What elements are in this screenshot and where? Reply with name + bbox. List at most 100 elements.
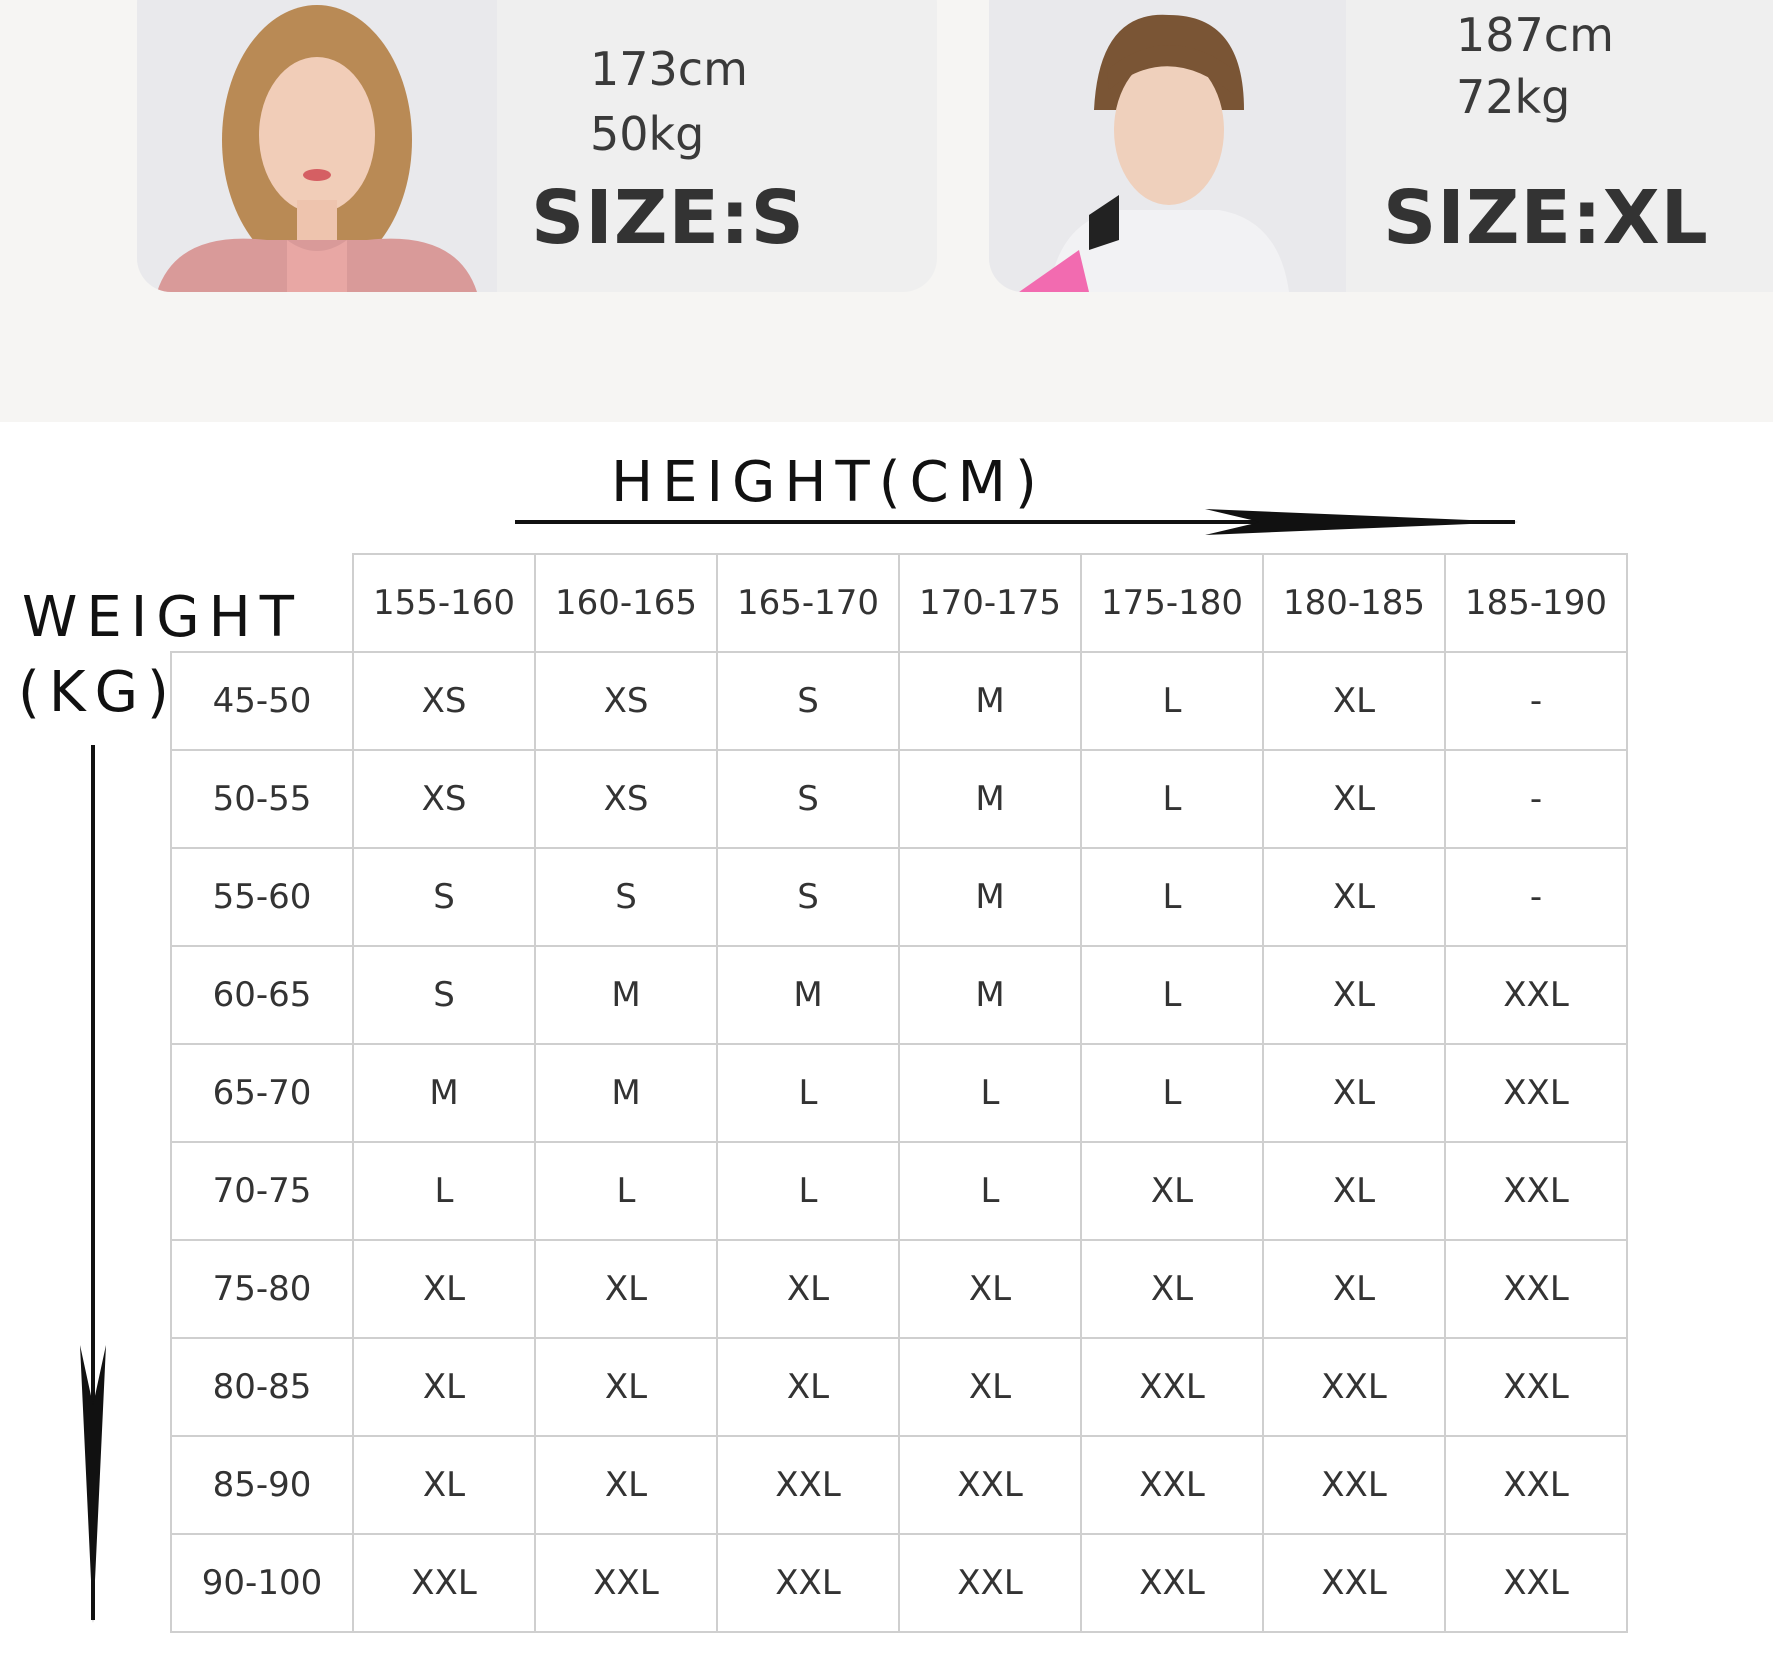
size-cell: XL — [1262, 945, 1446, 1045]
size-cell: L — [898, 1043, 1082, 1143]
weight-axis-unit: (KG) — [18, 660, 178, 725]
size-cell: XXL — [1262, 1533, 1446, 1633]
size-cell: XL — [352, 1435, 536, 1535]
weight-range-header: 90-100 — [170, 1533, 354, 1633]
table-row: 70-75 L L L L XL XL XXL — [170, 1141, 1628, 1241]
size-cell: XL — [1262, 1141, 1446, 1241]
model-photo-female — [137, 0, 497, 292]
model-weight: 50kg — [590, 107, 705, 161]
size-cell: L — [716, 1141, 900, 1241]
size-cell: XXL — [1444, 1043, 1628, 1143]
size-cell: XL — [534, 1239, 718, 1339]
size-cell: XXL — [1444, 945, 1628, 1045]
size-cell: XXL — [898, 1435, 1082, 1535]
size-cell: XL — [352, 1239, 536, 1339]
size-cell: XS — [352, 749, 536, 849]
size-cell: XL — [1262, 651, 1446, 751]
model-weight: 72kg — [1456, 70, 1571, 124]
height-range-header: 170-175 — [898, 553, 1082, 653]
weight-arrow-icon — [80, 745, 106, 1623]
size-cell: XXL — [716, 1533, 900, 1633]
size-cell: XXL — [1080, 1435, 1264, 1535]
size-cell: XL — [898, 1337, 1082, 1437]
weight-range-header: 85-90 — [170, 1435, 354, 1535]
weight-range-header: 75-80 — [170, 1239, 354, 1339]
table-row: 45-50 XS XS S M L XL - — [170, 651, 1628, 751]
size-cell: XXL — [1444, 1435, 1628, 1535]
size-cell: XL — [1262, 1239, 1446, 1339]
size-cell: L — [352, 1141, 536, 1241]
size-cell: XS — [534, 749, 718, 849]
size-cell: M — [352, 1043, 536, 1143]
table-row: 90-100 XXL XXL XXL XXL XXL XXL XXL — [170, 1533, 1628, 1633]
weight-range-header: 70-75 — [170, 1141, 354, 1241]
table-row: 80-85 XL XL XL XL XXL XXL XXL — [170, 1337, 1628, 1437]
size-cell: XL — [1262, 749, 1446, 849]
size-cell: M — [898, 847, 1082, 947]
size-cell: XXL — [716, 1435, 900, 1535]
size-cell: XXL — [534, 1533, 718, 1633]
size-cell: XL — [716, 1239, 900, 1339]
model-card-female: 173cm 50kg SIZE:S — [137, 0, 937, 292]
size-cell: L — [1080, 847, 1264, 947]
size-cell: XS — [534, 651, 718, 751]
size-cell: XL — [898, 1239, 1082, 1339]
height-range-header: 160-165 — [534, 553, 718, 653]
weight-range-header: 45-50 — [170, 651, 354, 751]
size-cell: XL — [534, 1435, 718, 1535]
size-cell: L — [1080, 749, 1264, 849]
table-row: 85-90 XL XL XXL XXL XXL XXL XXL — [170, 1435, 1628, 1535]
size-cell: L — [534, 1141, 718, 1241]
size-cell: M — [898, 749, 1082, 849]
weight-range-header: 65-70 — [170, 1043, 354, 1143]
size-cell: S — [716, 749, 900, 849]
size-cell: XXL — [1262, 1337, 1446, 1437]
weight-range-header: 80-85 — [170, 1337, 354, 1437]
size-cell: L — [1080, 1043, 1264, 1143]
table-row: 50-55 XS XS S M L XL - — [170, 749, 1628, 849]
size-cell: S — [716, 651, 900, 751]
height-range-header: 165-170 — [716, 553, 900, 653]
table-row: 60-65 S M M M L XL XXL — [170, 945, 1628, 1045]
size-cell: XL — [352, 1337, 536, 1437]
model-height: 187cm — [1456, 8, 1614, 62]
size-cell: S — [716, 847, 900, 947]
size-cell: L — [1080, 945, 1264, 1045]
size-cell: XXL — [1080, 1533, 1264, 1633]
size-cell: - — [1444, 651, 1628, 751]
size-cell: XL — [1080, 1141, 1264, 1241]
size-cell: XL — [1262, 847, 1446, 947]
model-size: SIZE:S — [531, 175, 805, 261]
height-range-header: 180-185 — [1262, 553, 1446, 653]
size-cell: XL — [534, 1337, 718, 1437]
table-row: 65-70 M M L L L XL XXL — [170, 1043, 1628, 1143]
size-cell: L — [716, 1043, 900, 1143]
size-cell: XXL — [1080, 1337, 1264, 1437]
size-cell: M — [716, 945, 900, 1045]
size-cell: XL — [716, 1337, 900, 1437]
size-cell: S — [534, 847, 718, 947]
model-size: SIZE:XL — [1383, 175, 1709, 261]
size-cell: M — [898, 651, 1082, 751]
table-row: 55-60 S S S M L XL - — [170, 847, 1628, 947]
height-range-header: 175-180 — [1080, 553, 1264, 653]
table-row: 75-80 XL XL XL XL XL XL XXL — [170, 1239, 1628, 1339]
corner-cell — [171, 554, 354, 653]
height-axis-label: HEIGHT(CM) — [611, 450, 1046, 515]
header-row: 155-160 160-165 165-170 170-175 175-180 180-1… — [171, 553, 1628, 653]
size-cell: XL — [1262, 1043, 1446, 1143]
size-cell: M — [534, 945, 718, 1045]
weight-range-header: 55-60 — [170, 847, 354, 947]
size-chart-table: 155-160 160-165 165-170 170-175 175-180 180-1… — [170, 553, 1628, 1633]
model-photo-male — [989, 0, 1346, 292]
weight-range-header: 60-65 — [170, 945, 354, 1045]
size-cell: XXL — [1444, 1141, 1628, 1241]
size-cell: XXL — [1444, 1239, 1628, 1339]
size-cell: S — [352, 945, 536, 1045]
size-cell: XXL — [1262, 1435, 1446, 1535]
size-cell: XXL — [1444, 1533, 1628, 1633]
height-arrow-icon — [515, 509, 1518, 535]
weight-range-header: 50-55 — [170, 749, 354, 849]
size-cell: L — [898, 1141, 1082, 1241]
height-range-header: 185-190 — [1444, 553, 1628, 653]
